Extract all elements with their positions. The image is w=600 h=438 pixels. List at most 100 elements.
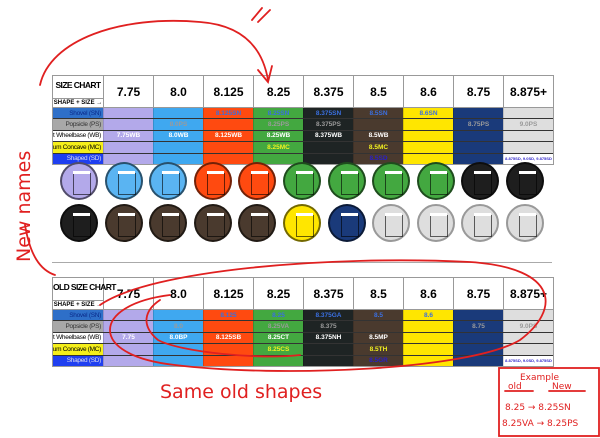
size-cell: [453, 332, 503, 344]
disc-size-tag: [429, 213, 447, 216]
size-cell: [353, 321, 403, 332]
size-cell: 8.5WB: [353, 130, 403, 142]
row-label: Medium Concave (MC): [53, 142, 103, 153]
disc-size-tag: [385, 171, 403, 174]
row-label: Shovel (SN): [53, 310, 103, 321]
size-cell: 8.75PS: [453, 119, 503, 130]
board-disc: [238, 162, 277, 200]
size-cell: 8.0WB: [153, 130, 203, 142]
size-cell: [403, 130, 453, 142]
size-cell: 8.5SN: [353, 108, 403, 119]
board-disc: [416, 204, 455, 242]
table-row: Short Wheelbase (WB)7.758.0BP8.125SB8.25…: [53, 332, 553, 345]
disc-size-tag: [117, 213, 135, 216]
size-column-header: 8.375: [304, 76, 354, 107]
size-cell: [203, 344, 253, 355]
disc-row: [52, 204, 552, 242]
board-disc: [461, 162, 500, 200]
size-cell: [103, 310, 153, 321]
swirl: [145, 299, 301, 358]
disc-size-tag: [251, 213, 269, 216]
size-cell: [403, 153, 453, 164]
size-cell: 8.25MC: [253, 142, 303, 153]
size-cell: [303, 355, 353, 366]
size-cell: 8.25SN: [253, 108, 303, 119]
disc-size-tag: [206, 171, 224, 174]
size-column-header: 8.25: [254, 278, 304, 309]
size-cell: [303, 344, 353, 355]
disc-size-tag: [385, 213, 403, 216]
board-disc: [193, 204, 232, 242]
board-disc: [149, 162, 188, 200]
size-cell: [353, 119, 403, 130]
size-cell: [103, 355, 153, 366]
disc-size-tag: [73, 171, 90, 174]
size-cell: 8.375NH: [303, 332, 353, 344]
size-cell: 8.25VA: [253, 321, 303, 332]
size-cell: [403, 321, 453, 332]
disc-size-tag: [474, 213, 492, 216]
size-header-row: SIZE CHART SHAPE + SIZE → 7.75 8.0 8.125 8.…: [53, 76, 553, 108]
board-disc: [416, 162, 455, 200]
table-row: Shovel (SN) 8.125SN 8.25SN 8.375SN 8.5SN 8.6S…: [53, 108, 553, 120]
size-cell: 8.25CS: [253, 344, 303, 355]
board-disc: [505, 204, 544, 242]
example-title: Example: [520, 373, 560, 383]
size-cell: 7.75WB: [103, 130, 153, 142]
ellipse: [99, 259, 547, 372]
board-disc: [505, 162, 544, 200]
board-disc: [461, 204, 500, 242]
disc-row: [52, 162, 552, 200]
size-column-header: 7.75: [104, 76, 154, 107]
size-cell: [453, 142, 503, 153]
disc-size-tag: [340, 213, 358, 216]
size-column-header: 8.0: [154, 76, 204, 107]
size-cell: [453, 355, 503, 366]
size-header-row: OLD SIZE CHART SHAPE + SIZE → 7.75 8.0 8.1…: [53, 278, 553, 310]
size-column-header: 8.875+: [509, 84, 548, 99]
chart-title: SIZE CHART: [55, 80, 101, 90]
table-row: Medium Concave (MC) 8.25MC 8.5MC: [53, 142, 553, 154]
size-cell: [103, 142, 153, 153]
table-row: Popsicle (PS) 8.0 8.25VA 8.375 8.75 9.0PS: [53, 321, 553, 333]
size-cell: 8.5SD: [353, 153, 403, 164]
size-cell: 8.5TH: [353, 344, 403, 355]
size-cell: 8.75: [453, 321, 503, 332]
size-cell: [503, 142, 553, 153]
size-column-header: 8.125: [204, 278, 254, 309]
table-row: Medium Concave (MC) 8.25CS 8.5TH: [53, 344, 553, 356]
size-cell: [153, 153, 203, 164]
board-disc: [104, 204, 143, 242]
size-cell: [403, 355, 453, 366]
board-disc: [327, 162, 366, 200]
table-row: Shovel (SN) 8.125 8.25 8.375GA 8.5 8.6: [53, 310, 553, 322]
size-cell: 8.125SB: [203, 332, 253, 344]
size-cell: 8.375SN: [303, 108, 353, 119]
size-column-header: 8.6: [404, 278, 454, 309]
size-column-header: 8.375: [304, 278, 354, 309]
new-size-chart: SIZE CHART SHAPE + SIZE → 7.75 8.0 8.125 8.…: [52, 75, 554, 165]
size-cell: [503, 130, 553, 142]
disc-size-tag: [518, 171, 536, 174]
size-cell: 8.875SD, 9.0SD, 9.875SD: [503, 153, 553, 164]
row-label: Shovel (SN): [53, 108, 103, 119]
arrow-head-scribble: [251, 7, 271, 23]
size-column-header: 8.5: [354, 278, 404, 309]
example-old-label: old: [508, 382, 522, 392]
size-cell: [453, 108, 503, 119]
disc-size-tag: [474, 171, 492, 174]
size-cell: [453, 310, 503, 321]
size-cell: [403, 332, 453, 344]
size-cell: 8.25: [253, 310, 303, 321]
size-column-header: 8.875+: [509, 286, 548, 301]
size-cell: 8.875SD, 9.0SD, 9.875SD: [503, 355, 553, 366]
size-column-header: 8.125: [204, 76, 254, 107]
size-cell: [203, 321, 253, 332]
size-cell: 8.375: [303, 321, 353, 332]
arrow-curve: [39, 19, 269, 86]
size-cell: 8.5GR: [353, 355, 403, 366]
board-disc: [193, 162, 232, 200]
example-new-label: New: [552, 382, 572, 392]
board-disc: [104, 162, 143, 200]
size-column-header: 8.6: [404, 76, 454, 107]
